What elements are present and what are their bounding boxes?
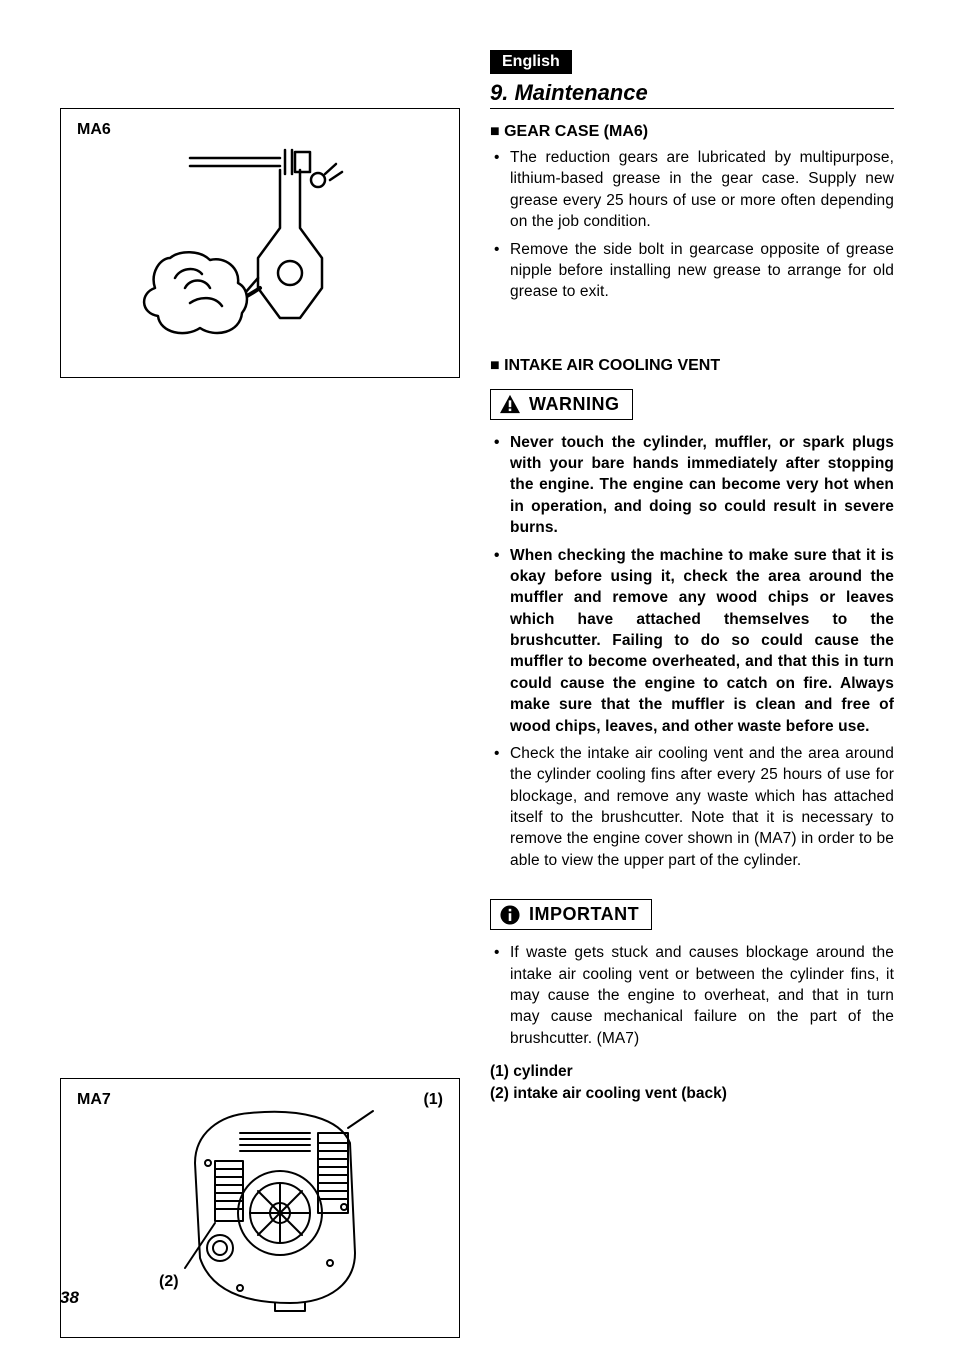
- gear-case-heading: GEAR CASE (MA6): [490, 123, 894, 141]
- intake-vent-heading: INTAKE AIR COOLING VENT: [490, 357, 894, 375]
- bullet-item: The reduction gears are lubricated by mu…: [490, 147, 894, 233]
- left-column: MA6: [60, 50, 460, 1338]
- figure-ma7-label: MA7: [77, 1091, 111, 1108]
- bullet-item: Never touch the cylinder, muffler, or sp…: [490, 432, 894, 539]
- important-box: IMPORTANT: [490, 899, 652, 930]
- gear-case-bullets: The reduction gears are lubricated by mu…: [490, 147, 894, 303]
- bullet-item: If waste gets stuck and causes blockage …: [490, 942, 894, 1049]
- gearcase-grease-illustration: [130, 138, 390, 348]
- warning-label: WARNING: [529, 394, 620, 415]
- bullet-item: When checking the machine to make sure t…: [490, 545, 894, 737]
- manual-page: MA6: [0, 0, 954, 1348]
- key-line-2: (2) intake air cooling vent (back): [490, 1083, 894, 1105]
- right-column: English 9. Maintenance GEAR CASE (MA6) T…: [490, 50, 894, 1338]
- warning-triangle-icon: [499, 394, 521, 414]
- engine-illustration: [130, 1103, 390, 1313]
- figure-ma6: MA6: [60, 108, 460, 378]
- warning-after-bullets: Check the intake air cooling vent and th…: [490, 743, 894, 871]
- important-bullets: If waste gets stuck and causes blockage …: [490, 942, 894, 1049]
- page-number: 38: [60, 1288, 79, 1308]
- warning-box: WARNING: [490, 389, 633, 420]
- figure-key: (1) cylinder (2) intake air cooling vent…: [490, 1061, 894, 1104]
- warning-bullets: Never touch the cylinder, muffler, or sp…: [490, 432, 894, 737]
- bullet-item: Remove the side bolt in gearcase opposit…: [490, 239, 894, 303]
- key-line-1: (1) cylinder: [490, 1061, 894, 1083]
- section-title: 9. Maintenance: [490, 80, 894, 109]
- figure-ma7-callout-1: (1): [423, 1091, 443, 1109]
- info-circle-icon: [499, 905, 521, 925]
- figure-ma7: MA7 (1) (2): [60, 1078, 460, 1338]
- figure-ma6-label: MA6: [77, 121, 111, 138]
- bullet-item: Check the intake air cooling vent and th…: [490, 743, 894, 871]
- important-label: IMPORTANT: [529, 904, 639, 925]
- language-badge: English: [490, 50, 572, 74]
- two-column-layout: MA6: [60, 50, 894, 1338]
